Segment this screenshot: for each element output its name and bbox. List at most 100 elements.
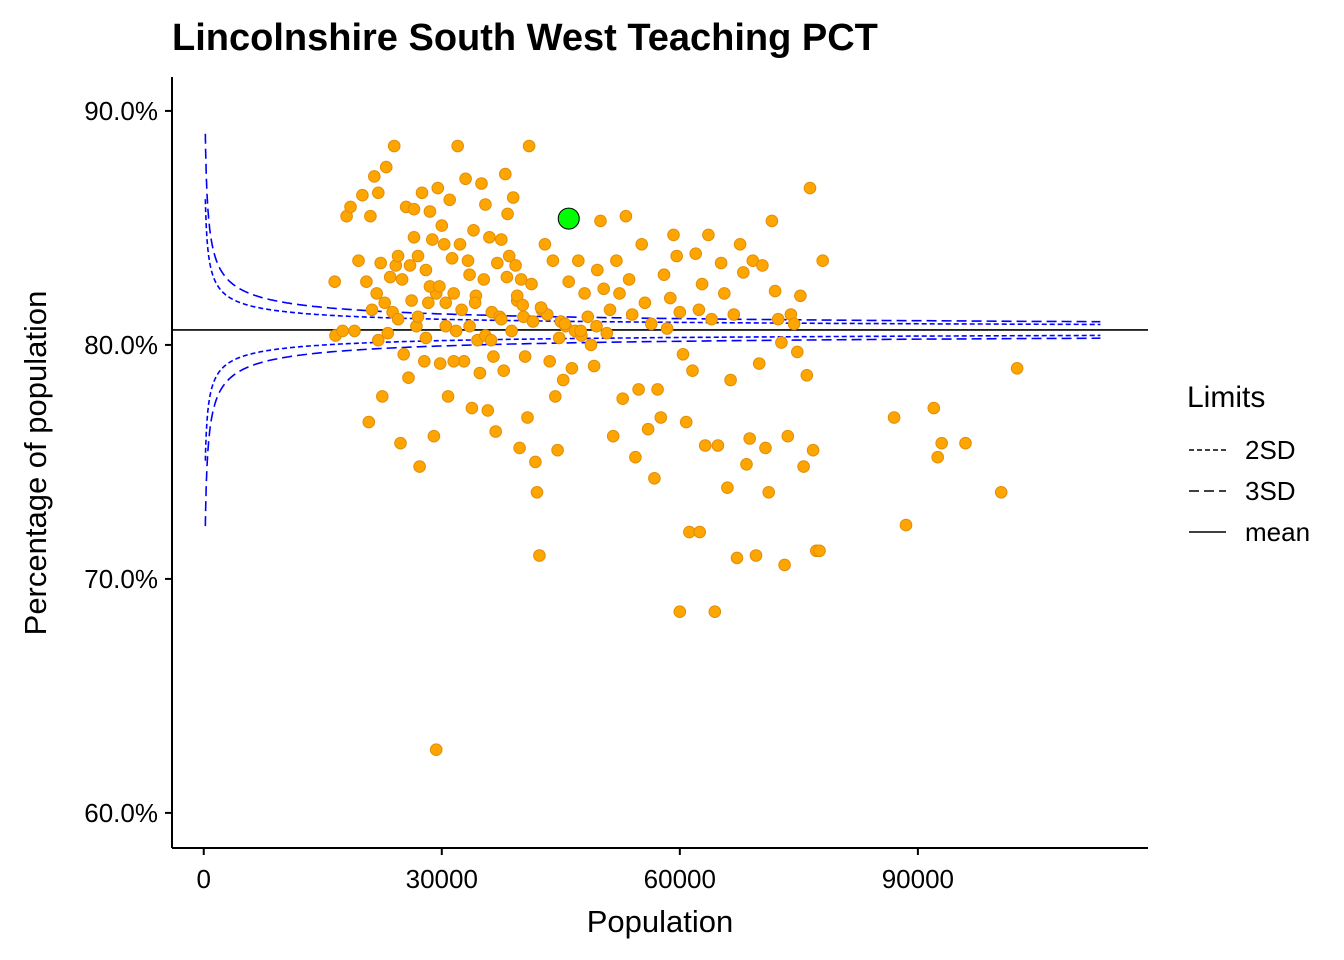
y-tick-label: 60.0%	[84, 798, 158, 828]
x-tick-label: 0	[197, 864, 211, 894]
chart-title: Lincolnshire South West Teaching PCT	[172, 17, 878, 59]
data-point	[730, 551, 744, 565]
data-point	[441, 390, 455, 403]
data-point	[484, 333, 498, 347]
data-point	[423, 205, 437, 218]
data-point	[759, 441, 772, 455]
data-point	[391, 312, 405, 326]
x-axis: 0 30000 60000 90000	[172, 847, 1148, 894]
y-axis: 60.0% 70.0% 80.0% 90.0%	[84, 77, 173, 848]
x-tick-label: 30000	[406, 864, 478, 894]
data-point	[737, 266, 750, 279]
data-point	[635, 238, 649, 251]
upper-3sd-limit	[204, 133, 1101, 323]
data-point	[590, 319, 603, 333]
lower-3sd-limit	[204, 337, 1101, 527]
data-point	[465, 401, 479, 415]
data-point	[765, 214, 779, 228]
data-point	[439, 296, 453, 310]
x-tick-label: 60000	[644, 864, 716, 894]
data-point	[433, 357, 447, 370]
legend-title: Limits	[1187, 381, 1265, 414]
data-point	[733, 238, 747, 251]
data-point	[467, 224, 480, 237]
data-point	[426, 233, 439, 246]
data-point	[477, 273, 491, 286]
plot-area	[172, 133, 1148, 757]
data-point	[422, 296, 435, 310]
data-point	[525, 277, 538, 291]
data-point	[447, 287, 461, 300]
data-point	[705, 312, 718, 326]
data-point	[797, 460, 810, 473]
y-tick-label: 70.0%	[84, 564, 158, 594]
data-point	[483, 231, 496, 244]
data-point	[689, 247, 703, 260]
data-point	[501, 207, 514, 221]
data-point	[451, 139, 465, 153]
data-point	[613, 287, 626, 300]
data-point	[491, 256, 504, 270]
data-point	[447, 355, 461, 368]
data-point	[606, 429, 620, 443]
data-point	[348, 324, 361, 338]
data-point	[378, 296, 392, 310]
data-point	[641, 422, 655, 436]
upper-2sd-limit	[204, 199, 1101, 326]
data-point	[800, 369, 814, 382]
data-point	[670, 249, 684, 263]
data-point	[565, 362, 579, 375]
data-point	[594, 214, 607, 228]
data-point	[603, 303, 617, 317]
data-point	[502, 249, 516, 263]
data-point	[529, 455, 542, 469]
data-point	[664, 291, 677, 305]
data-point	[667, 228, 680, 242]
data-point	[654, 411, 668, 424]
data-point	[591, 263, 604, 277]
x-axis-title: Population	[587, 904, 734, 939]
data-point	[899, 518, 913, 532]
data-point	[721, 481, 734, 495]
data-point	[372, 333, 385, 347]
data-point	[500, 270, 514, 284]
data-point	[698, 439, 712, 452]
data-point	[518, 350, 532, 363]
data-point	[556, 373, 570, 387]
data-point	[711, 439, 725, 452]
data-point	[394, 436, 407, 450]
data-point	[651, 383, 664, 396]
data-point	[352, 254, 365, 268]
lower-2sd-limit	[204, 334, 1101, 461]
data-point	[673, 305, 687, 319]
data-point	[370, 287, 384, 300]
data-point	[379, 160, 393, 174]
data-point	[407, 202, 421, 216]
data-point	[372, 186, 385, 200]
data-point	[453, 238, 467, 251]
data-point	[625, 308, 639, 321]
data-point	[660, 322, 674, 335]
data-point	[718, 287, 731, 300]
data-point	[676, 348, 690, 361]
data-point	[364, 209, 377, 223]
data-point	[405, 294, 418, 307]
data-point	[648, 472, 661, 485]
data-point	[775, 336, 788, 349]
data-point	[374, 256, 388, 270]
data-point	[702, 228, 715, 242]
data-point	[572, 254, 585, 268]
data-point	[619, 209, 633, 223]
data-point	[427, 429, 441, 443]
legend: Limits 2SD 3SD mean	[1187, 381, 1310, 547]
data-point	[771, 312, 785, 326]
data-point	[397, 348, 411, 361]
data-point	[692, 303, 706, 317]
data-point	[931, 450, 945, 464]
data-point	[610, 254, 623, 268]
data-point	[727, 308, 741, 321]
data-point	[762, 486, 776, 499]
data-point	[756, 259, 769, 272]
data-point	[360, 275, 373, 289]
data-point	[584, 338, 598, 352]
